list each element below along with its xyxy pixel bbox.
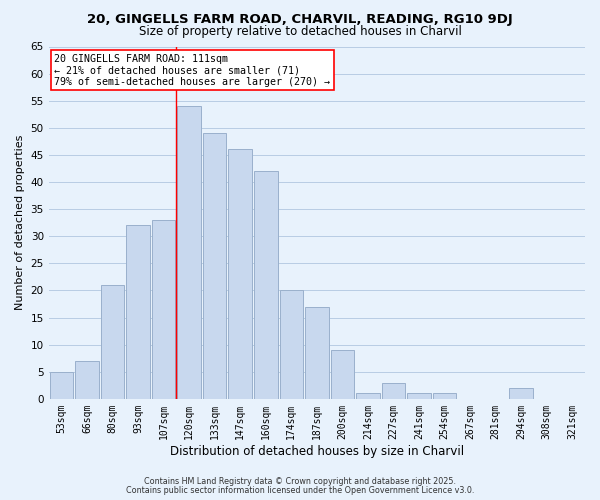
Text: 20, GINGELLS FARM ROAD, CHARVIL, READING, RG10 9DJ: 20, GINGELLS FARM ROAD, CHARVIL, READING…	[87, 12, 513, 26]
X-axis label: Distribution of detached houses by size in Charvil: Distribution of detached houses by size …	[170, 444, 464, 458]
Bar	[50, 372, 73, 399]
Bar	[178, 106, 201, 399]
Bar	[203, 133, 226, 399]
Bar	[331, 350, 354, 399]
Bar	[254, 171, 278, 399]
Text: 20 GINGELLS FARM ROAD: 111sqm
← 21% of detached houses are smaller (71)
79% of s: 20 GINGELLS FARM ROAD: 111sqm ← 21% of d…	[54, 54, 330, 86]
Bar	[280, 290, 303, 399]
Text: Contains HM Land Registry data © Crown copyright and database right 2025.: Contains HM Land Registry data © Crown c…	[144, 477, 456, 486]
Bar	[305, 306, 329, 399]
Bar	[407, 394, 431, 399]
Bar	[127, 226, 150, 399]
Bar	[101, 285, 124, 399]
Y-axis label: Number of detached properties: Number of detached properties	[15, 135, 25, 310]
Bar	[152, 220, 175, 399]
Text: Size of property relative to detached houses in Charvil: Size of property relative to detached ho…	[139, 25, 461, 38]
Bar	[356, 394, 380, 399]
Bar	[75, 361, 99, 399]
Bar	[433, 394, 456, 399]
Bar	[229, 150, 252, 399]
Text: Contains public sector information licensed under the Open Government Licence v3: Contains public sector information licen…	[126, 486, 474, 495]
Bar	[382, 382, 405, 399]
Bar	[509, 388, 533, 399]
